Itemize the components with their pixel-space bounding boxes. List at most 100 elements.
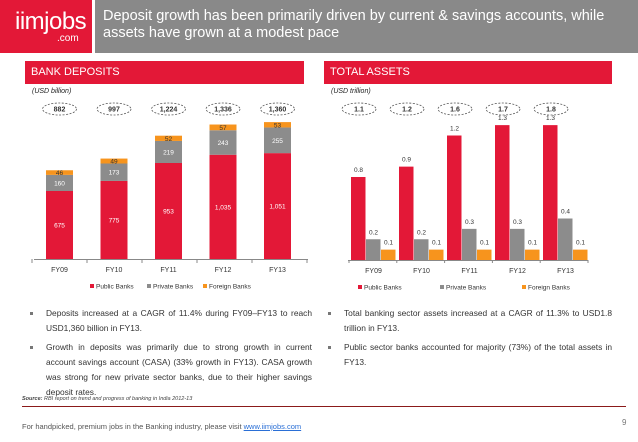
bar-foreign-banks xyxy=(46,170,73,175)
bullet-item: Growth in deposits was primarily due to … xyxy=(30,340,312,400)
assets-unit-label: (USD trillion) xyxy=(331,88,371,95)
total-label: 1,224 xyxy=(160,107,178,114)
bullet-square-icon xyxy=(30,346,33,349)
bullet-item: Public sector banks accounted for majori… xyxy=(328,340,612,370)
data-label: 1.3 xyxy=(498,115,507,122)
x-tick-label: FY12 xyxy=(215,267,232,274)
bar-private-banks xyxy=(209,130,237,155)
bar-foreign-banks xyxy=(100,158,128,164)
bar-private-banks xyxy=(510,228,525,260)
x-tick-label: FY09 xyxy=(365,268,382,275)
data-label: 1.3 xyxy=(546,115,555,122)
total-badge xyxy=(260,102,295,116)
bullet-square-icon xyxy=(30,312,33,315)
legend-label: Public Banks xyxy=(364,285,402,292)
total-badge xyxy=(533,102,569,116)
bar-foreign-banks xyxy=(381,249,396,260)
data-label: 0.2 xyxy=(369,229,378,236)
slide-title: Deposit growth has been primarily driven… xyxy=(95,0,638,53)
data-label: 1,051 xyxy=(269,204,286,211)
total-label: 1.7 xyxy=(498,107,508,114)
data-label: 46 xyxy=(56,170,64,177)
total-label: 1.8 xyxy=(546,107,556,114)
bar-public-banks xyxy=(543,125,558,260)
bank-deposits-header: BANK DEPOSITS xyxy=(25,61,304,84)
bar-public-banks xyxy=(155,162,182,259)
left-bullets: Deposits increased at a CAGR of 11.4% du… xyxy=(30,306,312,404)
legend-label: Foreign Banks xyxy=(528,285,571,292)
iimjobs-logo: iimjobs .com xyxy=(0,0,92,53)
x-tick-label: FY11 xyxy=(160,267,176,274)
data-label: 49 xyxy=(110,159,118,166)
data-label: 675 xyxy=(54,223,65,230)
total-badge xyxy=(42,102,77,116)
data-label: 0.3 xyxy=(465,219,474,226)
legend-label: Private Banks xyxy=(446,285,487,292)
source-note: Source: RBI report on trend and progress… xyxy=(22,396,193,402)
bar-public-banks xyxy=(46,191,73,259)
bar-public-banks xyxy=(495,125,510,260)
bar-public-banks xyxy=(209,154,237,259)
data-label: 52 xyxy=(165,136,173,143)
right-bullets: Total banking sector assets increased at… xyxy=(328,306,612,374)
bullet-item: Deposits increased at a CAGR of 11.4% du… xyxy=(30,306,312,336)
data-label: 1.2 xyxy=(450,126,459,133)
data-label: 1,035 xyxy=(215,204,232,211)
deposits-unit-label: (USD billion) xyxy=(32,88,72,95)
iimjobs-link[interactable]: www.iimjobs.com xyxy=(243,422,302,431)
bar-foreign-banks xyxy=(209,124,237,131)
data-label: 0.1 xyxy=(528,240,537,247)
total-label: 1,360 xyxy=(269,107,287,114)
data-label: 0.1 xyxy=(576,240,585,247)
page-number: 9 xyxy=(622,418,627,427)
data-label: 0.4 xyxy=(561,209,570,216)
legend-label: Foreign Banks xyxy=(209,284,252,291)
x-tick-label: FY09 xyxy=(51,267,68,274)
data-label: 0.1 xyxy=(480,240,489,247)
data-label: 0.9 xyxy=(402,157,411,164)
data-label: 0.1 xyxy=(384,240,393,247)
bar-foreign-banks xyxy=(573,249,588,260)
total-assets-header: TOTAL ASSETS xyxy=(324,61,612,84)
data-label: 57 xyxy=(219,125,227,132)
legend-label: Public Banks xyxy=(96,284,134,291)
bar-private-banks xyxy=(46,174,73,192)
legend-swatch xyxy=(440,285,444,289)
x-tick-label: FY12 xyxy=(509,268,526,275)
data-label: 160 xyxy=(54,180,65,187)
data-label: 219 xyxy=(163,149,174,156)
total-badge xyxy=(151,102,186,116)
bar-public-banks xyxy=(399,166,414,260)
total-label: 1.6 xyxy=(450,107,460,114)
data-label: 0.1 xyxy=(432,240,441,247)
total-badge xyxy=(389,102,425,116)
data-label: 0.2 xyxy=(417,229,426,236)
bar-public-banks xyxy=(264,153,291,259)
bar-private-banks xyxy=(462,228,477,260)
bar-private-banks xyxy=(558,218,573,260)
bar-foreign-banks xyxy=(155,135,182,141)
footer-text: For handpicked, premium jobs in the Bank… xyxy=(22,422,302,431)
legend-swatch xyxy=(147,284,151,288)
data-label: 0.3 xyxy=(513,219,522,226)
legend-swatch xyxy=(90,284,94,288)
bar-foreign-banks xyxy=(264,122,291,128)
x-tick-label: FY13 xyxy=(269,267,286,274)
legend-swatch xyxy=(358,285,362,289)
total-label: 1,336 xyxy=(214,107,232,114)
logo-suffix: .com xyxy=(57,33,79,44)
bar-foreign-banks xyxy=(477,249,492,260)
x-tick-label: FY10 xyxy=(413,268,430,275)
bar-foreign-banks xyxy=(429,249,444,260)
legend-swatch xyxy=(203,284,207,288)
footer-divider xyxy=(22,406,626,407)
data-label: 255 xyxy=(272,138,283,145)
bullet-item: Total banking sector assets increased at… xyxy=(328,306,612,336)
bar-private-banks xyxy=(366,239,381,260)
data-label: 53 xyxy=(274,122,282,129)
bar-private-banks xyxy=(264,127,291,154)
legend-label: Private Banks xyxy=(153,284,194,291)
bar-public-banks xyxy=(351,177,366,260)
bar-private-banks xyxy=(155,140,182,163)
